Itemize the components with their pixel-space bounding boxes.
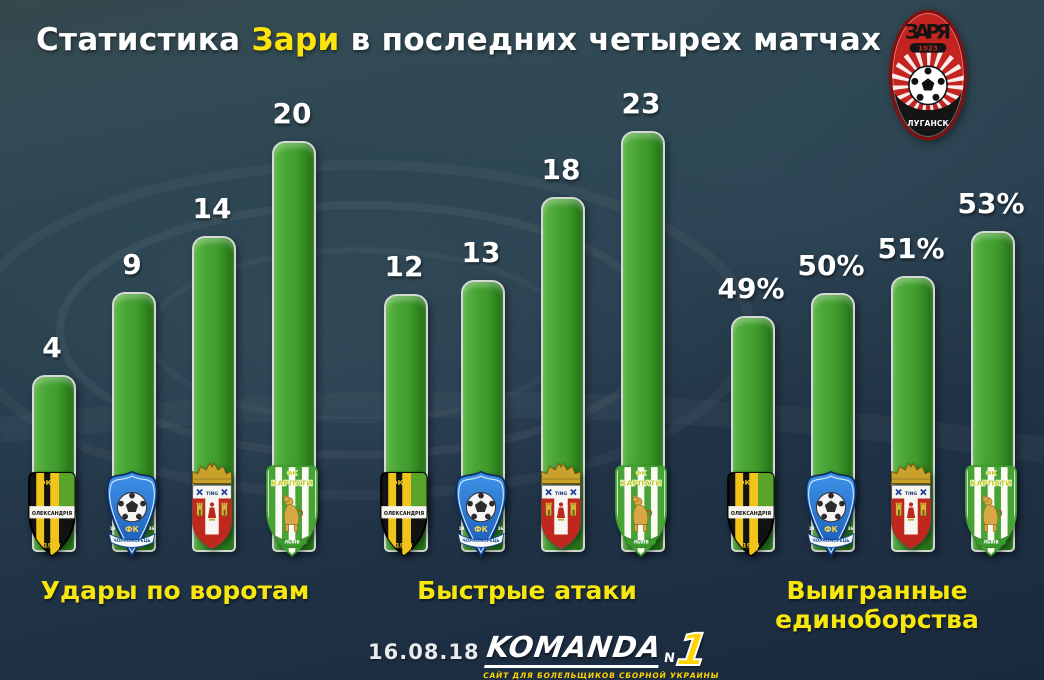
bar-value-label: 4 (42, 331, 62, 364)
club-logo-karpaty: ФК КАРПАТИ ЛЬВІВ (610, 464, 672, 559)
bar-value-label: 50% (797, 249, 865, 282)
braga-band-text: TING (905, 490, 918, 496)
oleksandriya-name: ОЛЕКСАНДРІЯ (32, 511, 72, 517)
bar-value-label: 12 (384, 250, 424, 283)
zarya-club-crest-icon: ЗАРЯ 1923 ЛУГАНСК (888, 9, 968, 141)
karpaty-name: КАРПАТИ (271, 478, 312, 487)
title-part1: Статистика (36, 22, 241, 58)
zarya-city-text: ЛУГАНСК (907, 119, 949, 128)
oleksandriya-name: ОЛЕКСАНДРІЯ (384, 511, 424, 517)
komanda-brand-logo: KOMANDA N 1 САЙТ ДЛЯ БОЛЕЛЬЩИКОВ СБОРНОЙ… (482, 624, 725, 680)
chornomorets-year-right: 36 (498, 526, 504, 531)
oleksandriya-abbr: ФК (39, 479, 52, 487)
braga-crest-icon: TING (191, 461, 233, 549)
chornomorets-name: ЧОРНОМОРЕЦЬ (113, 538, 150, 544)
karpaty-abbr: ФК (287, 471, 297, 477)
chornomorets-year-right: 36 (848, 526, 854, 531)
oleksandriya-year: 1948 (395, 542, 412, 549)
chornomorets-crest-icon: 19 36 ФК ЧОРНОМОРЕЦЬ (106, 470, 158, 558)
chornomorets-name: ЧОРНОМОРЕЦЬ (812, 538, 849, 544)
bar-value-label: 13 (461, 236, 501, 269)
braga-crest-icon: TING (890, 461, 932, 549)
komanda-tagline: САЙТ ДЛЯ БОЛЕЛЬЩИКОВ СБОРНОЙ УКРАИНЫ (482, 671, 720, 680)
chornomorets-year-left: 19 (809, 526, 815, 531)
komanda-wordmark: KOMANDA (484, 630, 664, 668)
karpaty-lion (283, 494, 304, 531)
karpaty-lion (632, 494, 653, 531)
title-highlight: Зари (251, 22, 340, 58)
club-logo-oleksandriya: ФК ОЛЕКСАНДРІЯ 1948 (24, 470, 80, 558)
bar-value-label: 9 (122, 248, 142, 281)
chornomorets-year-left: 19 (459, 526, 465, 531)
group-label-shots: Удары по воротам (40, 576, 310, 605)
club-logo-chornomorets: 19 36 ФК ЧОРНОМОРЕЦЬ (101, 470, 163, 559)
chornomorets-crest-icon: 19 36 ФК ЧОРНОМОРЕЦЬ (455, 470, 507, 558)
karpaty-city: ЛЬВІВ (633, 539, 649, 545)
karpaty-crest-icon: ФК КАРПАТИ ЛЬВІВ (265, 464, 319, 557)
karpaty-crest-icon: ФК КАРПАТИ ЛЬВІВ (964, 464, 1018, 557)
club-logo-braga: TING (182, 461, 242, 559)
karpaty-name: КАРПАТИ (620, 478, 661, 487)
club-logo-chornomorets: 19 36 ФК ЧОРНОМОРЕЦЬ (450, 470, 512, 559)
club-logo-oleksandriya: ФК ОЛЕКСАНДРІЯ 1948 (723, 470, 779, 558)
bar-value-label: 18 (541, 153, 581, 186)
oleksandriya-crest-icon: ФК ОЛЕКСАНДРІЯ 1948 (380, 471, 428, 557)
karpaty-name: КАРПАТИ (970, 478, 1011, 487)
oleksandriya-year: 1948 (43, 542, 60, 549)
bar-value-label: 51% (877, 232, 945, 265)
zarya-year-text: 1923 (918, 44, 938, 53)
karpaty-city: ЛЬВІВ (284, 539, 300, 545)
chornomorets-name: ЧОРНОМОРЕЦЬ (462, 538, 499, 544)
bar-value-label: 23 (621, 87, 661, 120)
title-part2: в последних четырех матчах (350, 22, 882, 58)
club-logo-karpaty: ФК КАРПАТИ ЛЬВІВ (960, 464, 1022, 559)
oleksandriya-name: ОЛЕКСАНДРІЯ (731, 511, 771, 517)
bar-value-label: 49% (717, 272, 785, 305)
group-label-duels: Выигранные единоборства (775, 576, 979, 634)
chornomorets-abbr: ФК (474, 524, 488, 533)
oleksandriya-year: 1948 (742, 542, 759, 549)
bar-value-label: 20 (272, 97, 312, 130)
club-logo-braga: TING (531, 461, 591, 559)
karpaty-crest-icon: ФК КАРПАТИ ЛЬВІВ (614, 464, 668, 557)
club-logo-oleksandriya: ФК ОЛЕКСАНДРІЯ 1948 (376, 470, 432, 558)
karpaty-abbr: ФК (986, 471, 996, 477)
date-label: 16.08.18 (368, 640, 480, 664)
chornomorets-abbr: ФК (824, 524, 838, 533)
bar-value-label: 14 (192, 192, 232, 225)
club-logo-chornomorets: 19 36 ФК ЧОРНОМОРЕЦЬ (800, 470, 862, 559)
oleksandriya-crest-icon: ФК ОЛЕКСАНДРІЯ 1948 (28, 471, 76, 557)
braga-band-text: TING (206, 490, 219, 496)
oleksandriya-crest-icon: ФК ОЛЕКСАНДРІЯ 1948 (727, 471, 775, 557)
chornomorets-abbr: ФК (125, 524, 139, 533)
club-logo-braga: TING (881, 461, 941, 559)
braga-crest-icon: TING (540, 461, 582, 549)
club-logo-karpaty: ФК КАРПАТИ ЛЬВІВ (261, 464, 323, 559)
oleksandriya-abbr: ФК (391, 479, 404, 487)
bar-value-label: 53% (957, 187, 1025, 220)
chornomorets-year-left: 19 (110, 526, 116, 531)
karpaty-city: ЛЬВІВ (983, 539, 999, 545)
zarya-name-text: ЗАРЯ (905, 19, 951, 43)
komanda-number-one: 1 (672, 624, 712, 677)
page-title: Статистика Зари в последних четырех матч… (36, 22, 881, 58)
group-label-attacks: Быстрые атаки (417, 576, 637, 605)
oleksandriya-abbr: ФК (738, 479, 751, 487)
karpaty-abbr: ФК (636, 471, 646, 477)
chornomorets-crest-icon: 19 36 ФК ЧОРНОМОРЕЦЬ (805, 470, 857, 558)
braga-band-text: TING (555, 490, 568, 496)
karpaty-lion (982, 494, 1003, 531)
chornomorets-year-right: 36 (149, 526, 155, 531)
